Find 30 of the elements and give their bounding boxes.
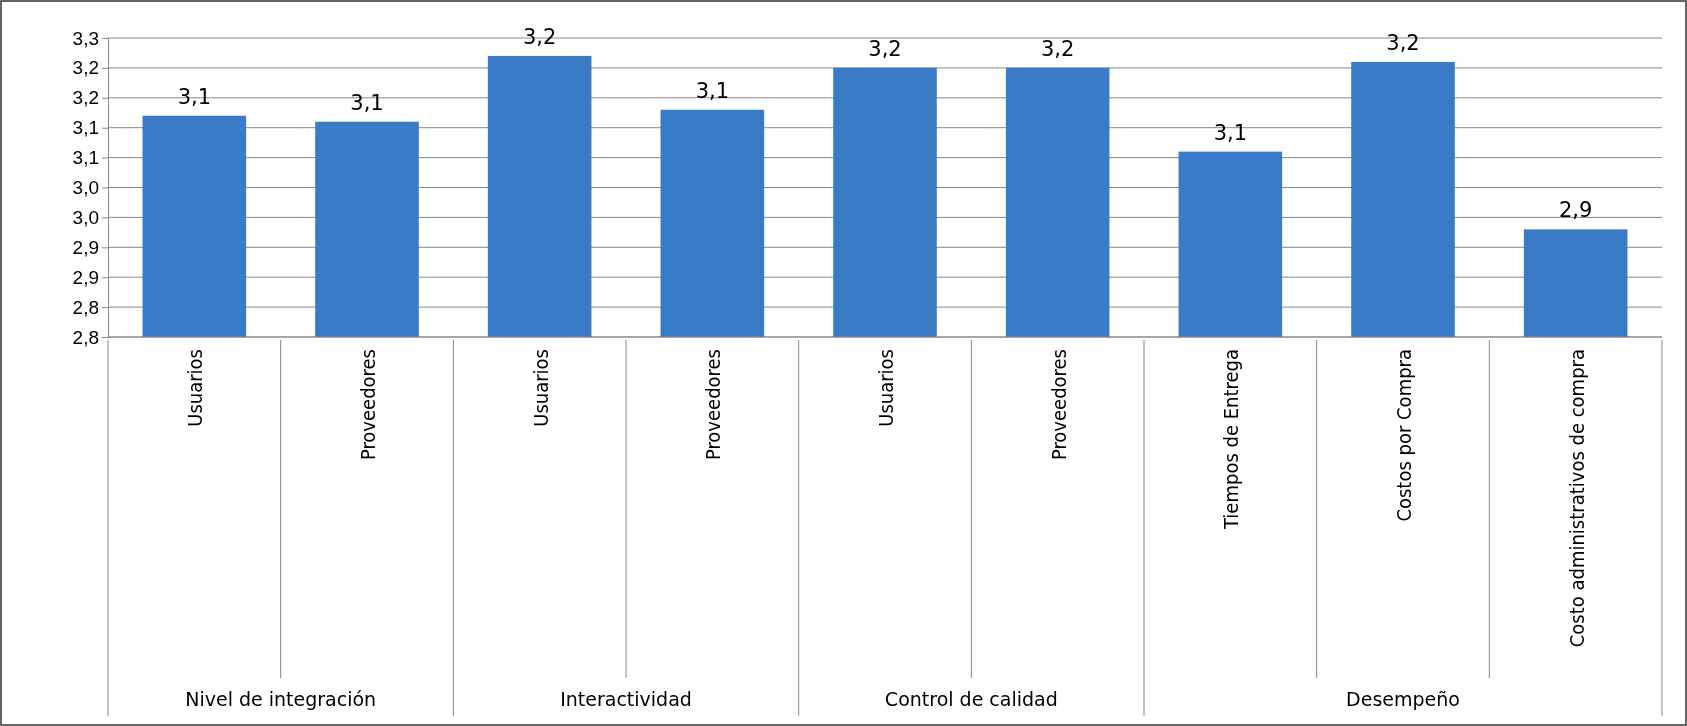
y-tick-label: 2,9 (72, 236, 99, 258)
x-tick-label: Proveedores (1046, 349, 1071, 461)
data-label: 3,1 (350, 90, 384, 115)
x-tick-label: Costos por Compra (1392, 349, 1416, 522)
y-tick-label: 3,1 (72, 117, 99, 139)
data-label: 3,2 (1040, 36, 1075, 61)
y-tick-label: 2,9 (72, 266, 99, 288)
data-label: 2,9 (1558, 198, 1593, 223)
data-label: 3,1 (695, 78, 730, 103)
x-tick-label: Proveedores (701, 349, 726, 461)
x-tick-label: Usuarios (528, 349, 553, 427)
y-tick-label: 2,8 (72, 296, 99, 318)
x-tick-label: Proveedores (356, 349, 380, 461)
x-tick-label: Usuarios (183, 349, 208, 427)
x-tick-label: Costo administrativos de compra (1564, 349, 1589, 648)
x-tick-label: Usuarios (874, 349, 898, 427)
y-tick-label: 3,2 (72, 87, 99, 109)
y-tick-label: 3,0 (72, 177, 99, 199)
y-tick-label: 2,8 (72, 326, 99, 348)
data-label: 3,2 (522, 24, 557, 49)
y-tick-label: 3,0 (72, 206, 99, 228)
y-tick-label: 3,2 (72, 57, 99, 79)
y-tick-label: 3,3 (72, 27, 99, 49)
x-tick-label: Tiempos de Entrega (1219, 349, 1244, 531)
group-dividers: Nivel de integración Interactividad Control de calidad Desempeño (185, 688, 1460, 710)
data-label: 3,2 (1386, 30, 1420, 55)
y-tick-label: 3,1 (72, 147, 99, 169)
data-label: 3,1 (1213, 120, 1248, 145)
data-label: 3,1 (177, 84, 212, 109)
data-label: 3,2 (868, 36, 902, 61)
